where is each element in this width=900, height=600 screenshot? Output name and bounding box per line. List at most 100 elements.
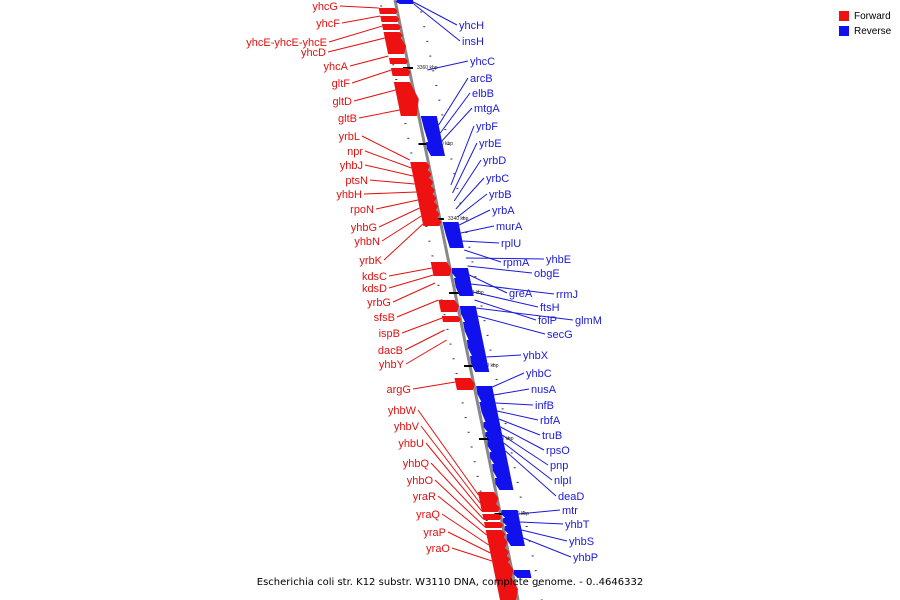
forward-connector — [349, 55, 389, 67]
reverse-gene-block — [463, 322, 483, 340]
kbp-tick-label: 3340 kbp — [448, 216, 469, 222]
forward-connector — [328, 25, 383, 43]
forward-connector — [401, 317, 443, 334]
forward-gene-label: yhcA — [324, 61, 349, 73]
reverse-gene-block — [483, 422, 502, 432]
forward-gene-block — [492, 562, 514, 578]
kbp-tick-label: 3300 kbp — [508, 511, 529, 517]
reverse-connector — [471, 283, 555, 295]
forward-connector — [425, 442, 483, 512]
forward-gene-label: dacB — [378, 345, 403, 357]
legend-reverse-label: Reverse — [854, 25, 892, 37]
kbp-tick-label: 3320 kbp — [478, 363, 499, 369]
reverse-gene-block — [395, 0, 414, 4]
forward-gene-block — [484, 522, 504, 528]
forward-connector — [378, 207, 420, 228]
forward-gene-label: yrbG — [367, 297, 391, 309]
forward-gene-label: yhcG — [312, 1, 338, 13]
reverse-gene-label: infB — [535, 400, 554, 412]
reverse-connector — [472, 291, 539, 308]
forward-gene-label: yhcD — [301, 47, 326, 59]
forward-gene-label: yhbN — [354, 236, 380, 248]
forward-gene-block — [410, 162, 430, 170]
reverse-connector — [441, 107, 473, 142]
reverse-gene-block — [504, 526, 523, 534]
forward-swatch — [839, 11, 849, 21]
forward-gene-block — [415, 186, 435, 194]
reverse-gene-label: obgE — [534, 268, 560, 280]
reverse-gene-label: yrbC — [486, 173, 509, 185]
forward-connector — [358, 109, 400, 119]
reverse-connector — [439, 92, 471, 134]
forward-connector — [381, 215, 422, 242]
forward-gene-label: argG — [387, 384, 411, 396]
reverse-connector — [453, 159, 482, 202]
reverse-gene-block — [459, 306, 480, 322]
reverse-connector — [464, 249, 502, 263]
reverse-connector — [495, 402, 534, 406]
forward-connector — [451, 547, 493, 562]
reverse-gene-label: deaD — [558, 491, 584, 503]
reverse-gene-label: yhbC — [526, 368, 552, 380]
reverse-connector — [486, 354, 522, 358]
forward-connector — [369, 179, 415, 185]
forward-gene-block — [418, 202, 439, 210]
reverse-connector — [469, 274, 508, 294]
forward-gene-label: rpoN — [350, 204, 374, 216]
forward-gene-label: yraP — [423, 527, 446, 539]
reverse-gene-label: rplU — [501, 238, 521, 250]
genome-caption: Escherichia coli str. K12 substr. W3110 … — [256, 577, 644, 588]
reverse-gene-label: rbfA — [540, 415, 561, 427]
forward-connector — [388, 267, 433, 277]
reverse-gene-block — [420, 116, 443, 142]
reverse-connector — [497, 410, 539, 421]
forward-gene-block — [393, 82, 419, 116]
reverse-connector — [521, 529, 568, 542]
forward-connector — [437, 495, 487, 536]
reverse-gene-label: mtgA — [474, 103, 500, 115]
forward-gene-label: kdsC — [362, 271, 387, 283]
reverse-gene-label: yhbX — [523, 350, 549, 362]
forward-gene-block — [413, 178, 434, 186]
reverse-gene-label: pnp — [550, 460, 568, 472]
reverse-gene-label: insH — [462, 36, 484, 48]
reverse-gene-label: murA — [496, 221, 523, 233]
reverse-gene-block — [479, 402, 500, 422]
legend-forward: Forward — [839, 10, 891, 22]
reverse-gene-block — [492, 464, 511, 478]
reverse-gene-label: folP — [538, 315, 557, 327]
reverse-connector — [413, 1, 458, 26]
reverse-gene-label: secG — [547, 329, 573, 341]
forward-gene-block — [384, 38, 407, 54]
forward-gene-label: yraQ — [416, 509, 440, 521]
reverse-connector — [413, 3, 461, 42]
reverse-gene-block — [494, 478, 514, 490]
forward-gene-block — [454, 378, 475, 390]
reverse-connector — [474, 299, 537, 321]
kbp-tick-label: 3310 kbp — [493, 436, 514, 442]
reverse-connector — [492, 372, 525, 388]
forward-gene-label: kdsD — [362, 283, 387, 295]
reverse-gene-block — [451, 268, 470, 278]
forward-gene-label: yhcE-yhcE-yhcE — [246, 37, 327, 49]
forward-gene-label: yhbW — [388, 405, 417, 417]
forward-connector — [396, 299, 439, 318]
forward-connector — [353, 89, 396, 102]
reverse-connector — [465, 257, 545, 260]
reverse-gene-label: yrbE — [479, 138, 502, 150]
reverse-gene-label: truB — [542, 430, 562, 442]
reverse-connector — [505, 450, 557, 497]
forward-gene-block — [421, 218, 442, 226]
forward-gene-label: sfsB — [374, 312, 395, 324]
forward-gene-label: yhbH — [336, 189, 362, 201]
reverse-gene-label: rpmA — [503, 257, 530, 269]
reverse-connector — [477, 315, 546, 335]
forward-gene-label: gltF — [332, 78, 351, 90]
reverse-gene-label: yhbT — [565, 519, 590, 531]
reverse-gene-block — [485, 432, 504, 440]
reverse-gene-label: nusA — [531, 384, 557, 396]
reverse-connector — [457, 193, 488, 218]
reverse-gene-block — [453, 278, 474, 296]
forward-connector — [361, 135, 411, 161]
